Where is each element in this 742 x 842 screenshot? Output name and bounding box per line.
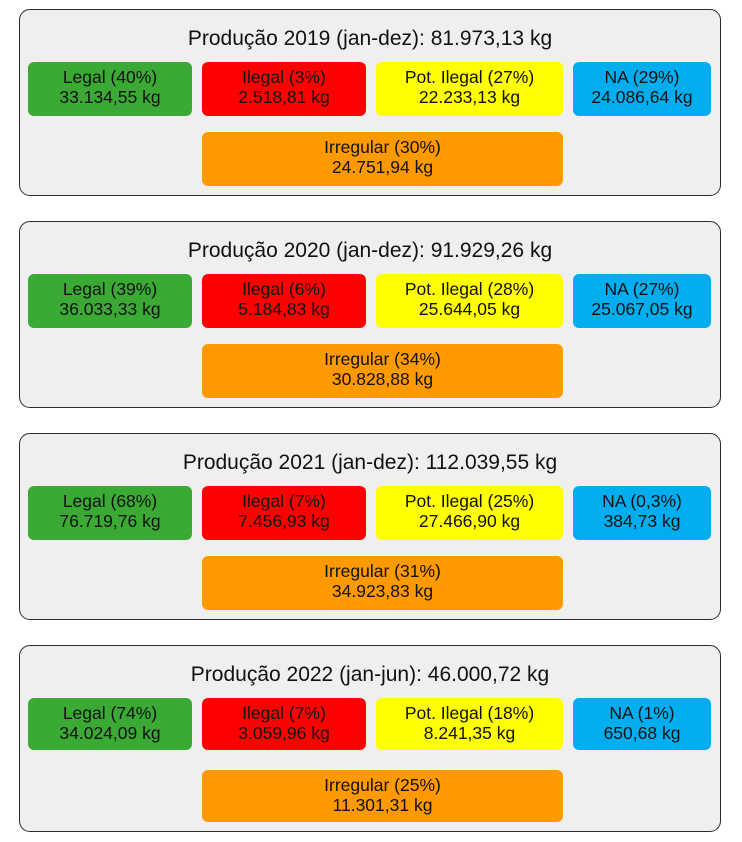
ilegal-box: Ilegal (6%) 5.184,83 kg [202, 274, 366, 328]
na-value: 650,68 kg [603, 723, 681, 743]
panel-title: Produção 2021 (jan-dez): 112.039,55 kg [182, 451, 558, 474]
legal-box: Legal (39%) 36.033,33 kg [28, 274, 192, 328]
irregular-box: Irregular (25%) 11.301,31 kg [202, 770, 563, 822]
pot-ilegal-box: Pot. Ilegal (27%) 22.233,13 kg [376, 62, 563, 116]
irregular-label: Irregular (31%) [324, 561, 441, 581]
pot-ilegal-label: Pot. Ilegal (27%) [404, 67, 535, 87]
ilegal-box: Ilegal (3%) 2.518,81 kg [202, 62, 366, 116]
pot-ilegal-box: Pot. Ilegal (25%) 27.466,90 kg [376, 486, 563, 540]
pot-ilegal-value: 22.233,13 kg [418, 87, 521, 107]
irregular-value: 11.301,31 kg [332, 795, 433, 815]
na-value: 25.067,05 kg [591, 299, 693, 319]
na-label: NA (1%) [609, 703, 675, 723]
irregular-label: Irregular (30%) [324, 137, 441, 157]
irregular-box: Irregular (31%) 34.923,83 kg [202, 556, 563, 610]
legal-box: Legal (40%) 33.134,55 kg [28, 62, 192, 116]
irregular-value: 34.923,83 kg [331, 581, 434, 601]
na-label: NA (29%) [604, 67, 680, 87]
panel-title: Produção 2019 (jan-dez): 81.973,13 kg [187, 27, 553, 50]
legal-value: 33.134,55 kg [59, 87, 161, 107]
na-box: NA (27%) 25.067,05 kg [573, 274, 711, 328]
legal-label: Legal (39%) [62, 279, 158, 299]
legal-label: Legal (40%) [62, 67, 158, 87]
legal-box: Legal (74%) 34.024,09 kg [28, 698, 192, 750]
na-label: NA (27%) [604, 279, 680, 299]
legal-value: 36.033,33 kg [59, 299, 161, 319]
irregular-label: Irregular (25%) [324, 775, 441, 795]
irregular-value: 30.828,88 kg [331, 369, 434, 389]
ilegal-value: 5.184,83 kg [238, 299, 330, 319]
na-box: NA (29%) 24.086,64 kg [573, 62, 711, 116]
na-box: NA (0,3%) 384,73 kg [573, 486, 711, 540]
legal-value: 76.719,76 kg [59, 511, 161, 531]
legal-label: Legal (68%) [62, 491, 158, 511]
pot-ilegal-label: Pot. Ilegal (28%) [404, 279, 535, 299]
na-label: NA (0,3%) [602, 491, 682, 511]
pot-ilegal-box: Pot. Ilegal (18%) 8.241,35 kg [376, 698, 563, 750]
panel-2021: Produção 2021 (jan-dez): 112.039,55 kg L… [19, 433, 721, 620]
legal-value: 34.024,09 kg [59, 723, 161, 743]
panel-2020: Produção 2020 (jan-dez): 91.929,26 kg Le… [19, 221, 721, 408]
na-box: NA (1%) 650,68 kg [573, 698, 711, 750]
pot-ilegal-label: Pot. Ilegal (18%) [404, 703, 535, 723]
legal-label: Legal (74%) [62, 703, 158, 723]
panel-2019: Produção 2019 (jan-dez): 81.973,13 kg Le… [19, 9, 721, 196]
irregular-label: Irregular (34%) [324, 349, 441, 369]
irregular-value: 24.751,94 kg [331, 157, 434, 177]
ilegal-value: 2.518,81 kg [238, 87, 330, 107]
panel-title: Produção 2020 (jan-dez): 91.929,26 kg [187, 239, 553, 262]
ilegal-value: 3.059,96 kg [238, 723, 330, 743]
panel-2022: Produção 2022 (jan-jun): 46.000,72 kg Le… [19, 645, 721, 832]
na-value: 24.086,64 kg [591, 87, 693, 107]
pot-ilegal-box: Pot. Ilegal (28%) 25.644,05 kg [376, 274, 563, 328]
na-value: 384,73 kg [603, 511, 681, 531]
ilegal-box: Ilegal (7%) 7.456,93 kg [202, 486, 366, 540]
ilegal-value: 7.456,93 kg [238, 511, 330, 531]
pot-ilegal-label: Pot. Ilegal (25%) [404, 491, 535, 511]
ilegal-label: Ilegal (7%) [242, 491, 326, 511]
panel-title: Produção 2022 (jan-jun): 46.000,72 kg [190, 663, 550, 686]
irregular-box: Irregular (30%) 24.751,94 kg [202, 132, 563, 186]
ilegal-label: Ilegal (7%) [242, 703, 326, 723]
ilegal-box: Ilegal (7%) 3.059,96 kg [202, 698, 366, 750]
pot-ilegal-value: 25.644,05 kg [418, 299, 521, 319]
pot-ilegal-value: 8.241,35 kg [423, 723, 516, 743]
irregular-box: Irregular (34%) 30.828,88 kg [202, 344, 563, 398]
pot-ilegal-value: 27.466,90 kg [418, 511, 521, 531]
legal-box: Legal (68%) 76.719,76 kg [28, 486, 192, 540]
ilegal-label: Ilegal (3%) [242, 67, 326, 87]
ilegal-label: Ilegal (6%) [242, 279, 326, 299]
